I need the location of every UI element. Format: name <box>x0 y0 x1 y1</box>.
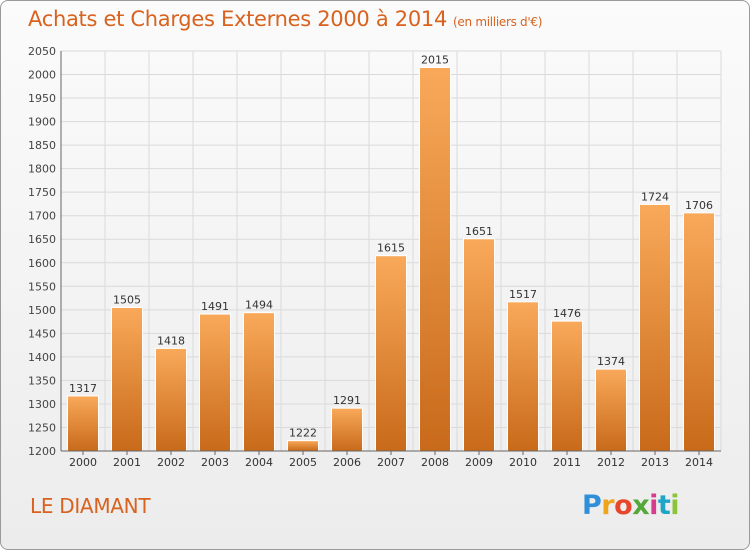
bar-2006 <box>331 407 363 452</box>
data-label: 2015 <box>421 53 449 66</box>
data-label: 1476 <box>553 307 581 320</box>
x-tick-label: 2012 <box>597 456 625 469</box>
bar-2010 <box>507 301 539 452</box>
y-tick-label: 2000 <box>28 69 56 82</box>
x-tick-label: 2000 <box>69 456 97 469</box>
axes: 1200 1250 1300 1350 1400 1450 1500 1550 1600 1650… <box>28 45 721 469</box>
y-tick-label: 1300 <box>28 398 56 411</box>
data-label: 1491 <box>201 300 229 313</box>
bar-2000 <box>67 395 99 452</box>
bar-2009 <box>463 238 495 452</box>
x-tick-label: 2010 <box>509 456 537 469</box>
data-label: 1317 <box>69 382 97 395</box>
y-tick-label: 1200 <box>28 445 56 458</box>
x-tick-label: 2001 <box>113 456 141 469</box>
data-label: 1418 <box>157 334 185 347</box>
bar-2007 <box>375 255 407 452</box>
logo-letter: o <box>614 490 633 521</box>
logo-letter: r <box>601 490 615 521</box>
bar-2014 <box>683 212 715 452</box>
logo-letter: i <box>670 490 680 521</box>
x-tick-label: 2004 <box>245 456 273 469</box>
bar-2012 <box>595 368 627 452</box>
data-label: 1374 <box>597 355 625 368</box>
y-tick-label: 1350 <box>28 374 56 387</box>
y-tick-label: 1750 <box>28 186 56 199</box>
logo-letter: i <box>649 490 658 521</box>
proxiti-logo: Proxiti <box>582 490 680 521</box>
y-tick-label: 2050 <box>28 45 56 58</box>
y-tick-label: 1800 <box>28 163 56 176</box>
bar-2008 <box>419 66 451 452</box>
y-tick-label: 1950 <box>28 92 56 105</box>
location-label: LE DIAMANT <box>30 494 151 518</box>
chart-title: Achats et Charges Externes 2000 à 2014 (e… <box>28 7 542 31</box>
chart-subtitle: (en milliers d'€) <box>453 15 543 29</box>
x-tick-label: 2009 <box>465 456 493 469</box>
bar-2004 <box>243 312 275 452</box>
x-tick-label: 2006 <box>333 456 361 469</box>
bar-2005 <box>287 440 319 452</box>
bar-2011 <box>551 320 583 452</box>
x-tick-label: 2013 <box>641 456 669 469</box>
data-label: 1651 <box>465 225 493 238</box>
x-tick-label: 2005 <box>289 456 317 469</box>
bar-2002 <box>155 347 187 452</box>
data-label: 1517 <box>509 288 537 301</box>
bar-2013 <box>639 203 671 452</box>
y-tick-label: 1400 <box>28 351 56 364</box>
data-label: 1494 <box>245 299 273 312</box>
x-tick-label: 2007 <box>377 456 405 469</box>
data-label: 1291 <box>333 394 361 407</box>
bar-2001 <box>111 306 143 452</box>
x-tick-label: 2014 <box>685 456 713 469</box>
y-tick-label: 1550 <box>28 280 56 293</box>
data-label: 1724 <box>641 190 669 203</box>
data-labels: 1317 1505 1418 1491 1494 1222 1291 1615 2015 1651… <box>69 53 713 439</box>
y-tick-label: 1500 <box>28 304 56 317</box>
data-label: 1615 <box>377 242 405 255</box>
logo-letter: x <box>632 490 650 521</box>
x-tick-label: 2003 <box>201 456 229 469</box>
data-label: 1706 <box>685 199 713 212</box>
y-tick-label: 1900 <box>28 116 56 129</box>
x-tick-label: 2011 <box>553 456 581 469</box>
logo-letter: P <box>582 490 602 521</box>
y-tick-label: 1450 <box>28 327 56 340</box>
y-tick-label: 1850 <box>28 139 56 152</box>
x-tick-label: 2008 <box>421 456 449 469</box>
data-label: 1505 <box>113 293 141 306</box>
bars <box>67 66 715 452</box>
x-tick-label: 2002 <box>157 456 185 469</box>
y-tick-label: 1700 <box>28 210 56 223</box>
bar-2003 <box>199 313 231 452</box>
data-label: 1222 <box>289 427 317 440</box>
chart-title-text: Achats et Charges Externes 2000 à 2014 <box>28 7 448 31</box>
logo-letter: t <box>657 490 671 521</box>
y-tick-label: 1650 <box>28 233 56 246</box>
y-tick-label: 1250 <box>28 421 56 434</box>
y-tick-label: 1600 <box>28 257 56 270</box>
